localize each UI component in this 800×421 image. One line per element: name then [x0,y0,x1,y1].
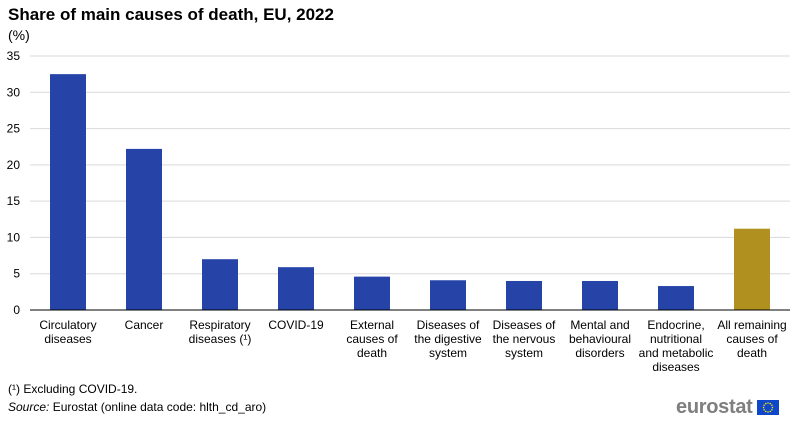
flag-star [771,406,773,409]
source-note: Source: Eurostat (online data code: hlth… [8,400,266,414]
flag-star [770,404,773,407]
y-tick-label: 10 [7,230,21,244]
source-text: Eurostat (online data code: hlth_cd_aro) [52,400,267,414]
flag-star [764,410,767,413]
logo-text: eurostat [676,396,753,418]
flag-star [766,411,769,413]
y-tick-label: 35 [7,49,21,63]
x-axis-labels: Circulatory diseases Cancer Respiratory dise… [39,318,786,374]
flag-star [770,408,773,411]
bar [202,259,238,310]
bar [126,148,162,310]
footnote: (¹) Excluding COVID-19. [8,382,138,396]
source-label: Source: [8,400,50,414]
y-axis-ticks: 0 5 10 15 20 25 30 35 [7,49,21,317]
bars [50,74,770,311]
x-category-label: Respiratory diseases (¹) [189,318,252,346]
bar [50,74,86,311]
flag-star [766,402,769,404]
x-category-label: Diseases of the digestive system [414,318,482,360]
y-tick-label: 15 [7,194,21,208]
y-tick-label: 25 [7,122,21,136]
unit-label: (%) [8,27,30,43]
x-category-label: Circulatory diseases [39,318,96,346]
bar [734,228,770,310]
x-category-label: Mental and behavioural disorders [569,318,631,360]
x-category-label: All remaining causes of death [717,318,786,360]
bar [506,280,542,310]
x-category-label: Diseases of the nervous system [493,318,556,360]
bar [354,276,390,310]
eurostat-logo: eurostat [676,396,779,419]
flag-star [762,406,764,409]
chart-title: Share of main causes of death, EU, 2022 [8,5,334,24]
y-tick-label: 0 [13,303,20,317]
bar [658,286,694,310]
bar [582,280,618,310]
x-category-label: External causes of death [346,318,398,360]
flag-star [768,410,771,413]
y-tick-label: 30 [7,85,21,99]
flag-star [764,402,767,405]
eu-flag-icon [756,400,779,415]
x-category-label: Endocrine, nutritional and metabolic diseas… [639,318,714,374]
y-tick-label: 20 [7,158,21,172]
x-category-label: COVID-19 [268,318,324,332]
bar [278,267,314,310]
flag-star [762,404,765,407]
flag-star [762,408,765,411]
y-tick-label: 5 [13,267,20,281]
x-category-label: Cancer [125,318,164,332]
bar [430,280,466,310]
flag-star [768,402,771,405]
